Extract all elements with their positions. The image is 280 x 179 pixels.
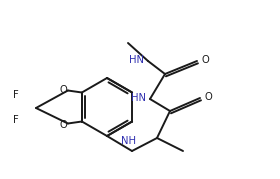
Text: F: F xyxy=(13,115,19,125)
Text: O: O xyxy=(205,92,213,102)
Text: HN: HN xyxy=(131,93,146,103)
Text: HN: HN xyxy=(129,55,144,65)
Text: O: O xyxy=(202,55,210,65)
Text: F: F xyxy=(13,90,19,100)
Text: O: O xyxy=(59,84,67,95)
Text: NH: NH xyxy=(122,136,136,146)
Text: O: O xyxy=(59,120,67,129)
